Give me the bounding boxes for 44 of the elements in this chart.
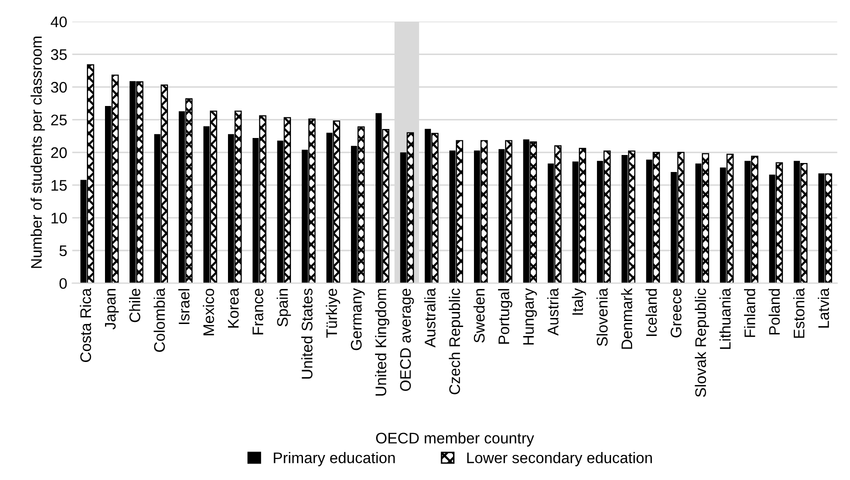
legend-label: Primary education xyxy=(274,452,395,466)
x-tick-label: Poland xyxy=(768,289,780,334)
y-tick-label: 0 xyxy=(59,278,67,289)
x-tick-label: Germany xyxy=(350,288,365,350)
x-tick-label: OECD average xyxy=(400,288,414,391)
y-tick-label: 30 xyxy=(50,82,67,93)
x-tick-label: France xyxy=(252,288,264,334)
x-tick-label: Sweden xyxy=(473,289,485,343)
x-tick-label: Portugal xyxy=(498,289,512,344)
x-tick-label: Latvia xyxy=(818,288,830,328)
x-tick-label: Australia xyxy=(424,288,436,348)
y-tick-label: 25 xyxy=(51,114,67,126)
x-tick-label: Slovak Republic xyxy=(694,288,710,397)
legend-label: Lower secondary education xyxy=(467,452,652,466)
x-tick-label: Lithuania xyxy=(719,288,731,349)
x-tick-label: Türkiye xyxy=(326,288,340,338)
x-tick-label: United States xyxy=(301,288,312,379)
y-tick-label: 10 xyxy=(52,212,67,224)
x-tick-label: Spain xyxy=(276,289,291,326)
x-tick-label: Colombia xyxy=(154,288,165,352)
x-tick-label: Israel xyxy=(178,289,190,324)
x-tick-label: Slovenia xyxy=(596,288,608,346)
y-tick-label: 5 xyxy=(60,246,67,256)
y-axis-title: Number of students per classroom xyxy=(30,36,45,268)
x-tick-label: Denmark xyxy=(621,288,632,349)
y-tick-label: 40 xyxy=(50,16,67,28)
x-tick-label: Hungary xyxy=(523,288,537,345)
y-tick-label: 35 xyxy=(50,49,67,60)
x-tick-label: Mexico xyxy=(202,288,214,336)
x-tick-label: Czech Republic xyxy=(448,288,464,394)
x-tick-label: Japan xyxy=(105,289,119,330)
x-tick-label: Chile xyxy=(129,288,140,322)
x-tick-label: Greece xyxy=(670,288,682,338)
x-tick-label: Italy xyxy=(572,288,586,315)
x-axis-title: OECD member country xyxy=(376,432,534,447)
x-tick-label: Costa Rica xyxy=(80,288,92,362)
y-tick-label: 15 xyxy=(52,180,67,191)
x-tick-label: Austria xyxy=(547,288,558,336)
x-tick-label: Estonia xyxy=(793,288,804,338)
y-tick-label: 20 xyxy=(51,147,67,158)
x-tick-label: Korea xyxy=(228,288,239,328)
x-tick-label: United Kingdom xyxy=(375,289,390,396)
x-tick-label: Iceland xyxy=(646,289,657,336)
x-tick-label: Finland xyxy=(744,289,756,337)
